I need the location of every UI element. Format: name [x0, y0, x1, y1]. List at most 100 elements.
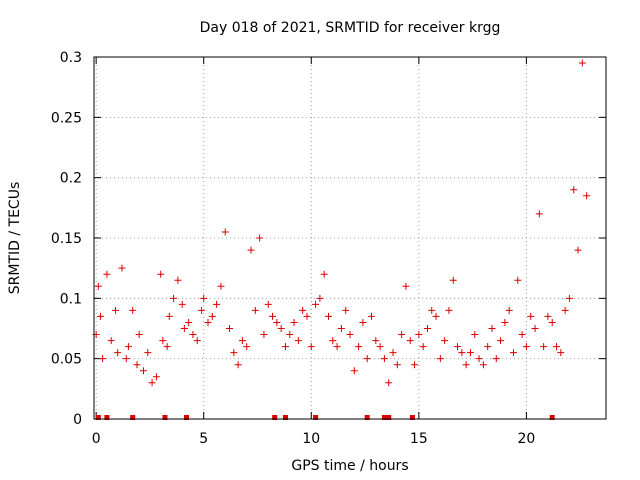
data-point — [479, 361, 487, 369]
data-point — [133, 361, 141, 369]
y-tick-label: 0.3 — [60, 50, 82, 66]
data-point — [458, 349, 466, 357]
data-point — [135, 331, 143, 339]
data-point — [170, 294, 178, 302]
data-point — [256, 234, 264, 242]
data-point — [139, 367, 147, 375]
data-point — [441, 337, 449, 345]
data-point — [561, 306, 569, 314]
data-point — [372, 337, 380, 345]
data-point — [269, 312, 277, 320]
data-point — [114, 349, 122, 357]
data-point — [445, 306, 453, 314]
data-point — [165, 312, 173, 320]
data-point — [385, 379, 393, 387]
data-point — [217, 282, 225, 290]
x-tick-label: 10 — [302, 431, 320, 447]
data-point — [540, 343, 548, 351]
x-tick-label: 20 — [517, 431, 535, 447]
data-point — [393, 361, 401, 369]
data-point — [423, 325, 431, 332]
data-point — [159, 337, 167, 345]
data-point — [548, 318, 556, 326]
data-point — [376, 343, 384, 351]
data-point — [316, 294, 324, 302]
data-point — [118, 264, 126, 272]
data-point — [570, 186, 578, 194]
data-point — [428, 306, 436, 314]
data-point — [454, 343, 462, 351]
data-point — [251, 306, 259, 314]
data-point — [355, 343, 363, 351]
gap-marker — [130, 415, 136, 420]
y-tick-label: 0 — [73, 412, 82, 428]
data-point — [221, 228, 229, 236]
data-point — [148, 379, 156, 387]
data-point — [226, 325, 234, 332]
data-point — [247, 246, 255, 254]
data-point — [144, 349, 152, 357]
data-point — [320, 270, 328, 278]
gap-marker — [386, 415, 392, 420]
data-point — [380, 355, 388, 363]
data-point — [204, 318, 212, 326]
data-point — [264, 300, 272, 308]
data-point — [333, 343, 341, 351]
data-point — [531, 325, 539, 332]
data-point — [107, 337, 115, 345]
data-point — [303, 312, 311, 320]
data-point — [488, 325, 496, 332]
data-point — [509, 349, 517, 357]
data-point — [94, 282, 102, 290]
gap-marker — [364, 415, 370, 420]
data-point — [514, 276, 522, 284]
data-point — [475, 355, 483, 363]
gap-marker — [272, 415, 278, 420]
gap-marker — [409, 415, 415, 420]
y-tick-label: 0.2 — [60, 171, 82, 187]
plot-frame — [93, 56, 607, 420]
data-point — [449, 276, 457, 284]
data-point — [522, 343, 530, 351]
data-point — [185, 318, 193, 326]
data-point — [342, 306, 350, 314]
data-point — [363, 355, 371, 363]
data-point — [462, 361, 470, 369]
gap-marker — [282, 415, 288, 420]
data-point — [553, 343, 561, 351]
data-point — [389, 349, 397, 357]
data-point — [419, 343, 427, 351]
data-point — [402, 282, 410, 290]
data-point — [99, 355, 107, 363]
gap-marker — [313, 415, 319, 420]
data-point — [152, 373, 160, 381]
x-axis-label: GPS time / hours — [291, 458, 408, 474]
data-point — [574, 246, 582, 254]
data-point — [337, 325, 345, 332]
grid — [94, 57, 606, 419]
data-point — [324, 312, 332, 320]
data-point — [200, 294, 208, 302]
y-tick-label: 0.1 — [60, 291, 82, 307]
data-point — [350, 367, 358, 375]
data-point — [466, 349, 474, 357]
data-point — [359, 318, 367, 326]
data-point — [312, 300, 320, 308]
data-point — [415, 331, 423, 339]
data-point — [436, 355, 444, 363]
chart-title: Day 018 of 2021, SRMTID for receiver krg… — [200, 20, 501, 36]
data-point — [124, 343, 132, 351]
data-point — [565, 294, 573, 302]
data-point — [260, 331, 268, 339]
data-point — [174, 276, 182, 284]
data-point — [329, 337, 337, 345]
gap-marker — [549, 415, 555, 420]
data-point — [273, 318, 281, 326]
data-point — [290, 318, 298, 326]
gap-marker — [162, 415, 168, 420]
y-tick-label: 0.05 — [51, 352, 82, 368]
data-point — [557, 349, 565, 357]
data-point — [112, 306, 120, 314]
data-point — [234, 361, 242, 369]
